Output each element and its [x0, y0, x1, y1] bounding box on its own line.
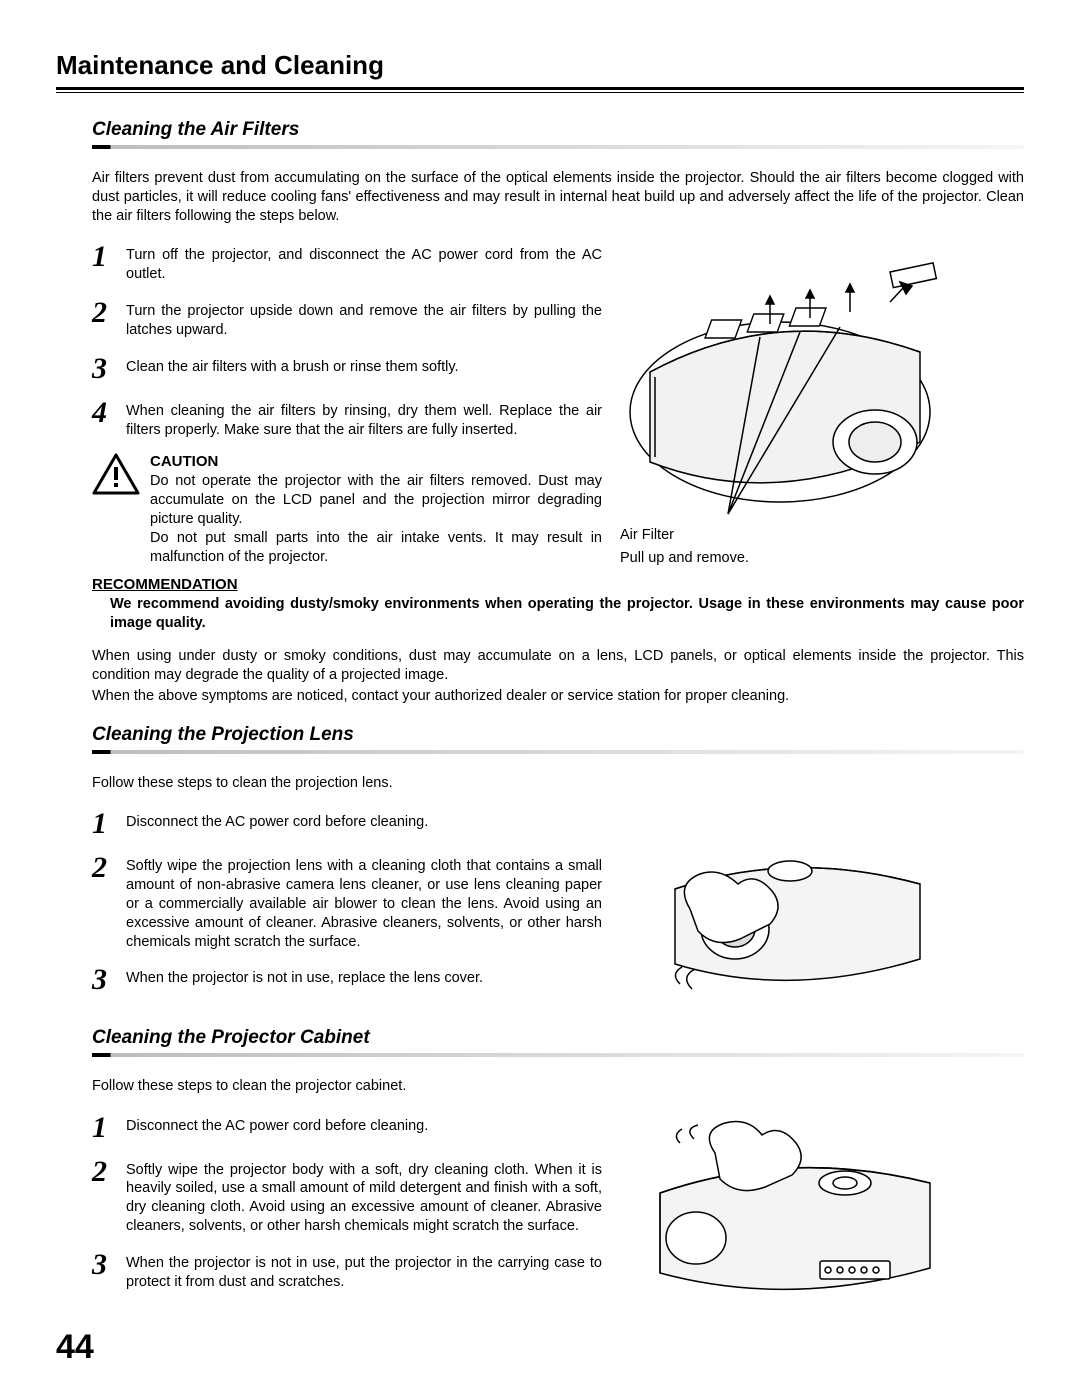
- step-3: 3 Clean the air filters with a brush or …: [92, 354, 602, 384]
- steps-lens: 1 Disconnect the AC power cord before cl…: [92, 809, 602, 1009]
- title-rule: [56, 87, 1024, 93]
- recommendation-para-2: When the above symptoms are noticed, con…: [92, 687, 1024, 706]
- step-3: 3 When the projector is not in use, repl…: [92, 965, 602, 995]
- section-heading-cabinet: Cleaning the Projector Cabinet: [92, 1027, 1024, 1049]
- step-text: When cleaning the air filters by rinsing…: [126, 398, 602, 440]
- intro-air-filters: Air filters prevent dust from accumulati…: [92, 169, 1024, 226]
- steps-cabinet: 1 Disconnect the AC power cord before cl…: [92, 1113, 602, 1313]
- step-text: Softly wipe the projector body with a so…: [126, 1157, 602, 1236]
- illus-label-2: Pull up and remove.: [620, 549, 950, 568]
- step-text: Turn off the projector, and disconnect t…: [126, 242, 602, 284]
- step-2: 2 Softly wipe the projector body with a …: [92, 1157, 602, 1236]
- step-2: 2 Softly wipe the projection lens with a…: [92, 853, 602, 951]
- step-number: 2: [92, 1157, 126, 1236]
- illustration-air-filter: Air Filter Pull up and remove.: [620, 242, 950, 568]
- step-number: 3: [92, 354, 126, 384]
- steps-air-filters: 1 Turn off the projector, and disconnect…: [92, 242, 602, 568]
- step-2: 2 Turn the projector upside down and rem…: [92, 298, 602, 340]
- step-number: 2: [92, 298, 126, 340]
- step-1: 1 Turn off the projector, and disconnect…: [92, 242, 602, 284]
- step-number: 3: [92, 1250, 126, 1292]
- recommendation-para-1: When using under dusty or smoky conditio…: [92, 647, 1024, 685]
- section-rule: [92, 1053, 1024, 1057]
- step-text: Turn the projector upside down and remov…: [126, 298, 602, 340]
- page-title: Maintenance and Cleaning: [56, 50, 1024, 87]
- step-text: Disconnect the AC power cord before clea…: [126, 1113, 428, 1143]
- section-heading-air-filters: Cleaning the Air Filters: [92, 119, 1024, 141]
- step-3: 3 When the projector is not in use, put …: [92, 1250, 602, 1292]
- illustration-cabinet: [620, 1113, 950, 1313]
- caution-text-2: Do not put small parts into the air inta…: [150, 529, 602, 567]
- section-rule: [92, 145, 1024, 149]
- step-4: 4 When cleaning the air filters by rinsi…: [92, 398, 602, 440]
- step-number: 1: [92, 1113, 126, 1143]
- illus-label-1: Air Filter: [620, 526, 950, 545]
- step-text: Clean the air filters with a brush or ri…: [126, 354, 459, 384]
- step-text: When the projector is not in use, put th…: [126, 1250, 602, 1292]
- step-number: 4: [92, 398, 126, 440]
- step-1: 1 Disconnect the AC power cord before cl…: [92, 809, 602, 839]
- step-number: 1: [92, 809, 126, 839]
- step-1: 1 Disconnect the AC power cord before cl…: [92, 1113, 602, 1143]
- caution-block: CAUTION Do not operate the projector wit…: [92, 453, 602, 566]
- step-number: 1: [92, 242, 126, 284]
- caution-text-1: Do not operate the projector with the ai…: [150, 472, 602, 529]
- step-number: 2: [92, 853, 126, 951]
- section-rule: [92, 750, 1024, 754]
- intro-lens: Follow these steps to clean the projecti…: [92, 774, 1024, 793]
- section-heading-lens: Cleaning the Projection Lens: [92, 724, 1024, 746]
- step-number: 3: [92, 965, 126, 995]
- step-text: Disconnect the AC power cord before clea…: [126, 809, 428, 839]
- caution-heading: CAUTION: [150, 453, 602, 470]
- step-text: Softly wipe the projection lens with a c…: [126, 853, 602, 951]
- recommendation-bold: We recommend avoiding dusty/smoky enviro…: [110, 595, 1024, 633]
- illustration-lens: [620, 809, 950, 1009]
- intro-cabinet: Follow these steps to clean the projecto…: [92, 1077, 1024, 1096]
- warning-icon: [92, 453, 140, 497]
- page-number: 44: [56, 1328, 94, 1367]
- recommendation-heading: RECOMMENDATION: [92, 576, 1024, 593]
- step-text: When the projector is not in use, replac…: [126, 965, 483, 995]
